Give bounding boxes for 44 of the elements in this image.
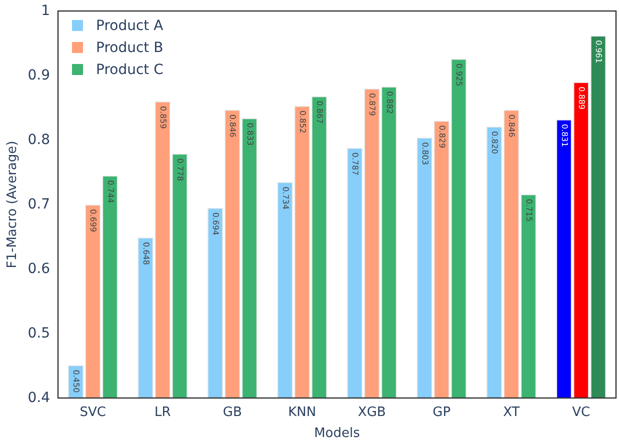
- y-tick-label: 1: [41, 2, 50, 19]
- data-label: 0.450: [72, 370, 81, 393]
- y-tick-label: 0.5: [28, 325, 50, 342]
- data-label: 0.648: [141, 242, 150, 265]
- data-label: 0.867: [315, 100, 324, 124]
- data-label: 0.846: [228, 114, 238, 138]
- x-tick-label: SVC: [80, 405, 106, 420]
- y-tick-label: 0.8: [28, 132, 50, 148]
- data-label: 0.803: [420, 142, 430, 165]
- x-tick-label: VC: [572, 405, 590, 420]
- data-label: 0.846: [507, 114, 516, 138]
- data-label: 0.833: [245, 122, 254, 146]
- x-tick-label: GB: [222, 405, 242, 420]
- y-tick-label: 0.4: [28, 390, 50, 406]
- data-label: 0.820: [490, 131, 500, 154]
- data-label: 0.744: [106, 180, 115, 204]
- x-tick-label: KNN: [288, 405, 316, 420]
- y-tick-label: 0.7: [28, 196, 50, 212]
- data-label: 0.694: [211, 212, 220, 236]
- data-label: 0.925: [454, 63, 464, 86]
- x-tick-label: GP: [432, 405, 451, 420]
- x-tick-label: LR: [154, 405, 171, 420]
- data-label: 0.715: [524, 198, 534, 222]
- data-label: 0.787: [350, 152, 360, 176]
- data-label: 0.859: [158, 106, 168, 129]
- data-label: 0.852: [298, 110, 307, 134]
- legend-label: Product A: [96, 18, 164, 34]
- y-tick-label: 0.9: [28, 67, 50, 84]
- data-label: 0.961: [594, 40, 604, 64]
- y-axis-title: F1-Macro (Average): [5, 140, 20, 268]
- data-label: 0.829: [437, 125, 446, 148]
- x-tick-label: XGB: [358, 405, 386, 420]
- x-tick-label: XT: [503, 405, 520, 420]
- data-label: 0.831: [560, 124, 569, 147]
- data-label: 0.734: [280, 186, 290, 210]
- data-label: 0.699: [88, 209, 98, 232]
- data-label: 0.889: [576, 86, 586, 110]
- legend-label: Product B: [96, 40, 164, 56]
- x-axis-title: Models: [314, 426, 360, 441]
- legend-label: Product C: [96, 62, 164, 78]
- y-tick-label: 0.6: [28, 260, 50, 277]
- data-label: 0.879: [368, 93, 377, 116]
- data-label: 0.882: [384, 91, 394, 114]
- data-label: 0.778: [176, 158, 185, 182]
